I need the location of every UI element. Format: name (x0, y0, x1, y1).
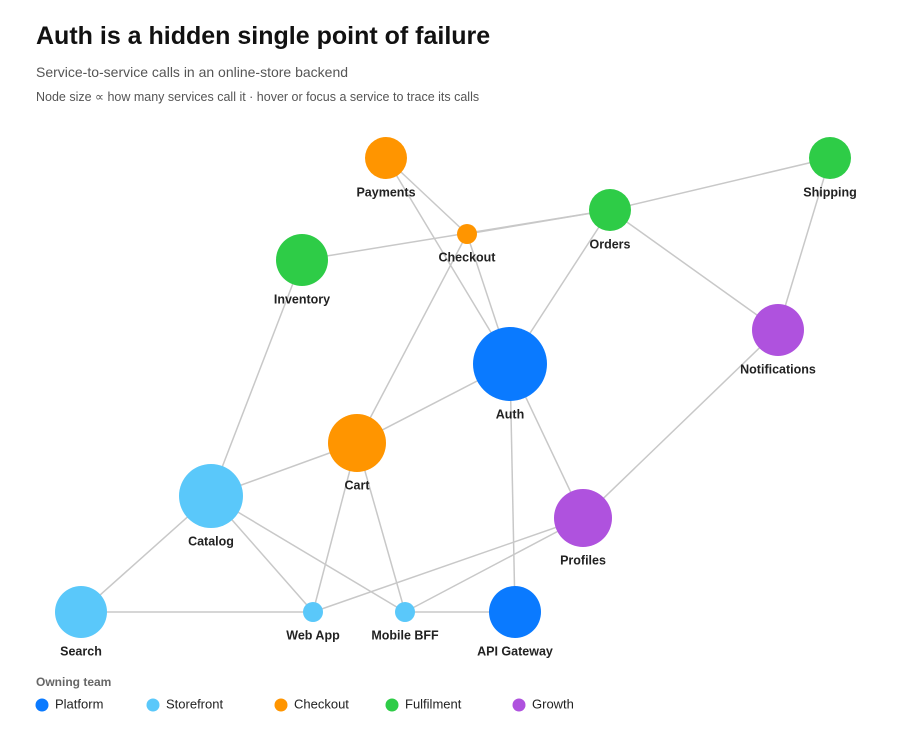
service-node[interactable]: Payments (356, 137, 416, 199)
node-label: Notifications (740, 362, 816, 376)
service-node[interactable]: Shipping (803, 137, 857, 199)
edge (210, 259, 303, 497)
edge (466, 209, 611, 235)
node-circle (809, 137, 851, 179)
node-label: Profiles (560, 553, 606, 567)
title: Auth is a hidden single point of failure (36, 22, 491, 50)
node-label: Checkout (439, 250, 497, 264)
service-node[interactable]: Search (55, 586, 107, 658)
edge (609, 157, 831, 211)
node-circle (328, 414, 386, 472)
service-node[interactable]: Orders (589, 189, 631, 251)
node-label: Orders (590, 237, 631, 251)
service-node[interactable]: Auth (473, 327, 547, 421)
service-node[interactable]: Inventory (274, 234, 330, 306)
node-circle (489, 586, 541, 638)
legend-swatch (35, 698, 49, 712)
service-node[interactable]: Cart (328, 414, 386, 492)
edge (609, 209, 779, 331)
service-node[interactable]: Profiles (554, 489, 612, 567)
node-circle (554, 489, 612, 547)
node-circle (395, 602, 415, 622)
legend-swatch (274, 698, 288, 712)
service-node[interactable]: Notifications (740, 304, 816, 376)
subtitle: Service-to-service calls in an online-st… (36, 64, 349, 80)
legend-swatch (512, 698, 526, 712)
legend-label: Growth (532, 696, 574, 711)
edge (582, 329, 779, 519)
legend-title: Owning team (36, 675, 111, 689)
node-circle (752, 304, 804, 356)
node-label: API Gateway (477, 644, 553, 658)
node-circle (179, 464, 243, 528)
node-label: Inventory (274, 292, 330, 306)
node-label: Payments (356, 185, 415, 199)
service-node[interactable]: Catalog (179, 464, 243, 548)
node-label: Search (60, 644, 102, 658)
edge (356, 442, 406, 613)
node-circle (457, 224, 477, 244)
node-label: Catalog (188, 534, 234, 548)
service-node[interactable]: API Gateway (477, 586, 553, 658)
node-circle (303, 602, 323, 622)
edge (404, 517, 584, 613)
edge (356, 233, 468, 444)
node-label: Auth (496, 407, 524, 421)
legend-swatch (146, 698, 160, 712)
node-circle (473, 327, 547, 401)
legend-label: Checkout (294, 696, 349, 711)
legend-label: Storefront (166, 696, 223, 711)
legend-label: Fulfilment (405, 696, 462, 711)
node-label: Shipping (803, 185, 856, 199)
legend-label: Platform (55, 696, 103, 711)
node-circle (55, 586, 107, 638)
service-node[interactable]: Checkout (439, 224, 497, 264)
edge (312, 517, 584, 613)
legend-swatch (385, 698, 399, 712)
edge (509, 363, 516, 613)
node-label: Mobile BFF (371, 628, 439, 642)
service-node[interactable]: Web App (286, 602, 340, 642)
node-label: Cart (344, 478, 370, 492)
node-circle (365, 137, 407, 179)
note: Node size ∝ how many services call it · … (36, 90, 480, 104)
node-circle (276, 234, 328, 286)
edge (210, 495, 406, 613)
node-label: Web App (286, 628, 340, 642)
service-node[interactable]: Mobile BFF (371, 602, 439, 642)
edge (312, 442, 358, 613)
edge (777, 157, 831, 331)
node-circle (589, 189, 631, 231)
edge (385, 157, 511, 365)
